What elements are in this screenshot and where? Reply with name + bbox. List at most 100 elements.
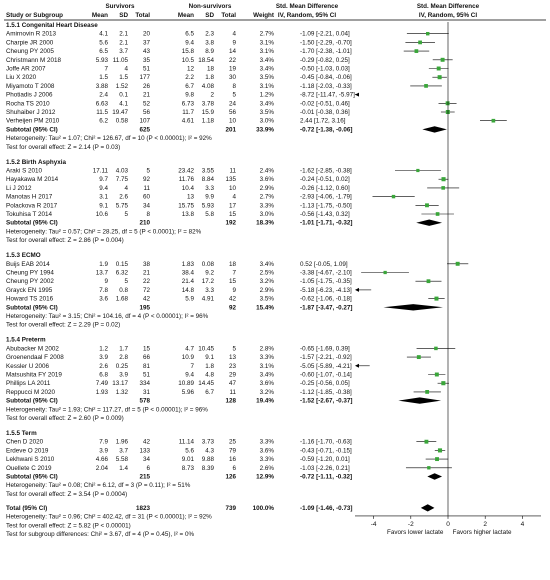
subgroup-title: 1.5.3 ECMO [6, 252, 41, 259]
study-total-non-survivors: 22 [229, 57, 237, 64]
study-1-4-point [425, 203, 429, 208]
study-sd-survivors: 5.75 [116, 202, 129, 209]
study-sd-survivors: 4 [124, 66, 128, 73]
study-name: Polackova R 2017 [6, 202, 58, 209]
study-sd-non-survivors: 9.1 [205, 354, 214, 361]
study-total-survivors: 34 [143, 456, 151, 463]
study-weight: 2.9% [260, 185, 275, 192]
study-total-non-survivors: 47 [229, 380, 237, 387]
study-mean-non-survivors: 5.96 [182, 389, 195, 396]
study-mean-non-survivors: 6.5 [185, 31, 194, 38]
study-sd-survivors: 3.9 [119, 372, 128, 379]
study-3-4-point [441, 381, 446, 386]
study-name: Chen D 2020 [6, 439, 44, 446]
study-mean-non-survivors: 11.76 [179, 176, 195, 183]
study-mean-non-survivors: 10.9 [182, 354, 195, 361]
subtotal-label: Subtotal (95% CI) [6, 220, 58, 227]
study-mean-non-survivors: 21.4 [182, 278, 195, 285]
study-total-survivors: 334 [139, 380, 150, 387]
study-weight: 3.3% [260, 439, 275, 446]
study-weight: 3.3% [260, 202, 275, 209]
study-mean-survivors: 5.6 [99, 39, 108, 46]
study-sd-survivors: 1.96 [116, 439, 129, 446]
study-total-non-survivors: 8 [232, 83, 236, 90]
study-sd-survivors: 2.1 [119, 39, 128, 46]
study-sd-non-survivors: 1.18 [202, 118, 215, 125]
study-4-3-point [427, 466, 431, 470]
study-total-survivors: 60 [143, 194, 151, 201]
header-std-mean-difference: Std. Mean Difference [276, 3, 339, 10]
study-0-6-point [424, 84, 428, 88]
study-total-non-survivors: 16 [229, 456, 237, 463]
study-weight: 3.6% [260, 447, 275, 454]
study-ci: -1.70 [-2.38, -1.01] [300, 48, 352, 55]
favors-higher-lactate-label: Favors higher lactate [453, 529, 512, 536]
subtotal-weight: 33.9% [256, 126, 274, 133]
x-tick-label: -4 [371, 521, 377, 528]
subgroup-heterogeneity: Heterogeneity: Tau² = 0.57; Chi² = 28.25… [6, 228, 202, 235]
study-mean-non-survivors: 10.4 [182, 185, 195, 192]
subtotal-diamond-1 [416, 219, 443, 226]
study-total-non-survivors: 24 [229, 100, 237, 107]
study-ci: -1.62 [-2.85, -0.38] [300, 168, 352, 175]
study-ci: -0.59 [-1.20, 0.01] [300, 456, 350, 463]
study-mean-non-survivors: 2.2 [185, 74, 194, 81]
study-total-survivors: 21 [143, 270, 151, 277]
study-total-survivors: 52 [143, 100, 151, 107]
study-total-non-survivors: 13 [229, 354, 237, 361]
study-ci: -0.26 [-1.12, 0.60] [300, 185, 350, 192]
study-total-non-survivors: 19 [229, 66, 237, 73]
study-mean-survivors: 6.2 [99, 118, 108, 125]
study-total-non-survivors: 10 [229, 118, 237, 125]
study-sd-non-survivors: 3.8 [205, 39, 214, 46]
subtotal-ci: -0.72 [-1.11, -0.32] [300, 474, 352, 481]
study-sd-survivors: 5.58 [116, 456, 129, 463]
subtotal-weight: 15.4% [256, 304, 274, 311]
study-sd-survivors: 0.8 [119, 287, 128, 294]
study-total-non-survivors: 9 [232, 287, 236, 294]
study-mean-survivors: 3.9 [99, 447, 108, 454]
study-mean-survivors: 3.9 [99, 354, 108, 361]
study-sd-non-survivors: 3.3 [205, 287, 214, 294]
study-sd-survivors: 5 [124, 211, 128, 218]
study-total-survivors: 35 [143, 57, 151, 64]
study-sd-non-survivors: 1.8 [205, 363, 214, 370]
study-weight: 3.6% [260, 176, 275, 183]
study-weight: 3.5% [260, 296, 275, 303]
study-sd-survivors: 1.4 [119, 465, 128, 472]
study-name: Joffe AR 2007 [6, 66, 46, 73]
study-sd-non-survivors: 3.55 [202, 168, 215, 175]
study-ci: -1.13 [-1.75, -0.50] [300, 202, 352, 209]
study-ci: -0.43 [-0.71, -0.15] [300, 447, 352, 454]
subgroup-overall-effect: Test for overall effect: Z = 2.60 (P = 0… [6, 415, 124, 422]
study-weight: 3.5% [260, 74, 275, 81]
study-total-survivors: 72 [143, 287, 151, 294]
study-name: Cheung PY 1994 [6, 270, 54, 277]
study-total-survivors: 177 [139, 74, 150, 81]
header-study-or-subgroup: Study or Subgroup [6, 12, 63, 19]
subtotal-weight: 19.4% [256, 398, 274, 405]
study-ci: -0.60 [-1.07, -0.14] [300, 372, 352, 379]
study-name: Cheung PY 2005 [6, 48, 54, 55]
study-sd-non-survivors: 6.7 [205, 389, 214, 396]
study-sd-non-survivors: 2.3 [205, 31, 214, 38]
study-weight: 3.3% [260, 354, 275, 361]
study-mean-survivors: 1.5 [99, 74, 108, 81]
study-total-survivors: 92 [143, 176, 151, 183]
study-sd-non-survivors: 8.39 [202, 465, 215, 472]
study-mean-non-survivors: 9.8 [185, 92, 194, 99]
study-mean-survivors: 3.1 [99, 194, 108, 201]
study-mean-non-survivors: 7 [190, 363, 194, 370]
study-sd-survivors: 4 [124, 185, 128, 192]
study-name: Araki S 2010 [6, 168, 43, 175]
study-mean-survivors: 1.2 [99, 345, 108, 352]
subtotal-weight: 18.3% [256, 220, 274, 227]
study-total-survivors: 11 [143, 185, 150, 192]
total-weight: 100.0% [253, 505, 275, 512]
study-sd-survivors: 0.25 [116, 363, 129, 370]
study-3-2-offscale-arrow [355, 363, 359, 368]
subgroup-overall-effect: Test for overall effect: Z = 2.14 (P = 0… [6, 144, 120, 151]
study-total-survivors: 6 [146, 465, 150, 472]
subtotal-label: Subtotal (95% CI) [6, 398, 58, 405]
